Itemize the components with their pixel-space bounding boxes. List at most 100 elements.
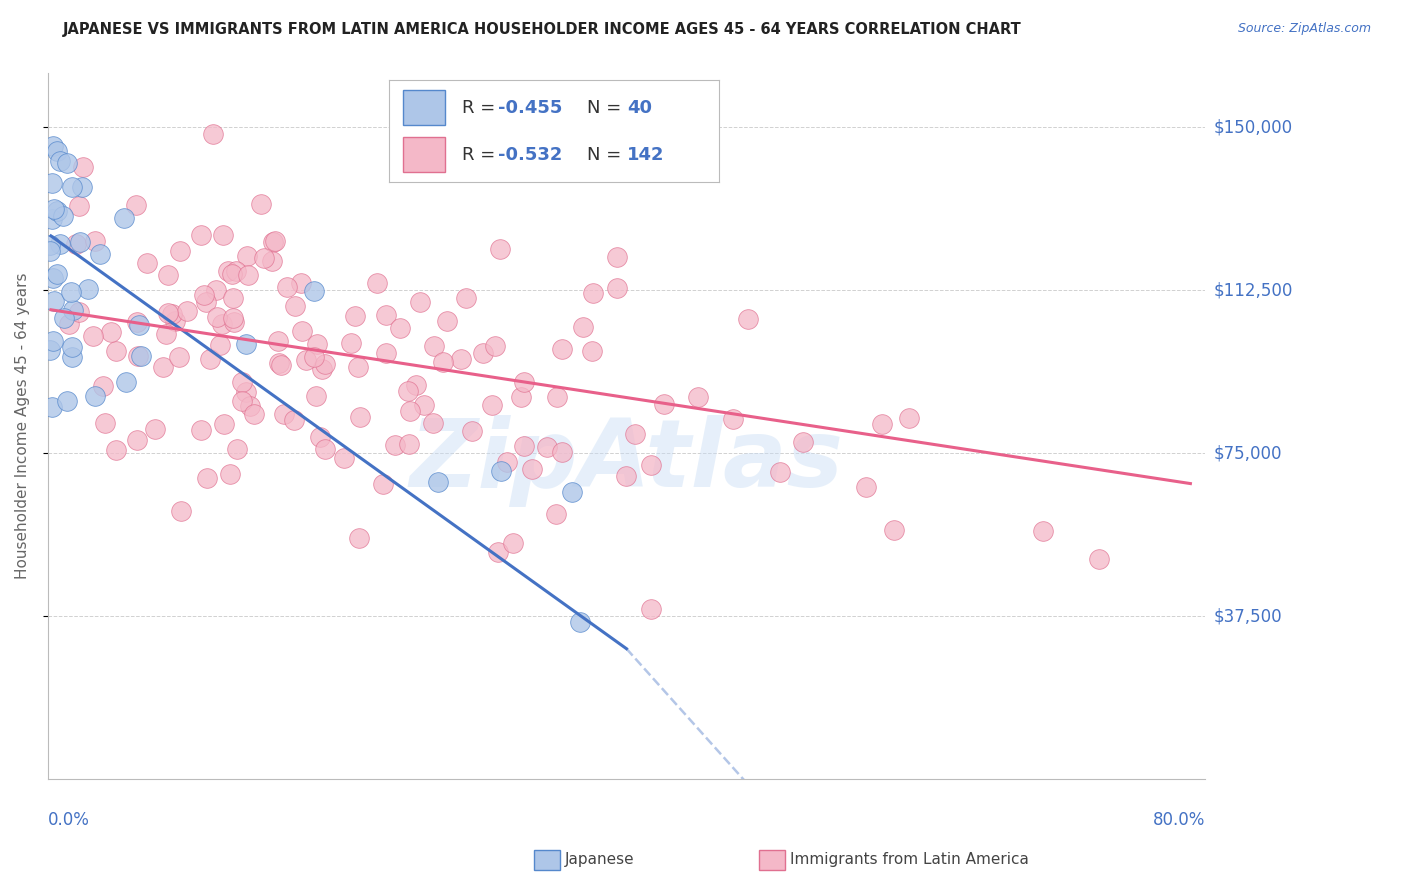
Point [366,277,388,291]
Point [624,426,647,441]
Point [67,304,90,318]
Point [72,160,94,174]
Point [792,435,814,450]
Point [513,439,536,453]
Point [551,342,574,356]
Point [471,346,494,360]
Point [112,211,135,225]
Point [276,279,298,293]
Point [128,318,150,333]
Point [422,339,444,353]
Point [235,385,257,400]
Point [253,251,276,265]
Point [38,238,60,252]
Point [69,235,91,249]
Point [49,154,72,169]
Point [38,343,60,358]
Point [62,303,84,318]
Point [396,384,419,399]
Point [143,422,166,436]
Point [60,341,83,355]
Point [160,307,183,321]
Point [432,355,454,369]
Point [769,466,792,480]
Point [606,280,628,294]
Point [495,455,517,469]
Point [58,317,80,331]
Point [488,243,510,257]
Point [170,504,193,518]
Point [83,389,105,403]
Point [267,334,290,348]
Point [314,442,336,456]
Point [409,294,432,309]
Point [46,267,69,281]
Text: JAPANESE VS IMMIGRANTS FROM LATIN AMERICA HOUSEHOLDER INCOME AGES 45 - 64 YEARS : JAPANESE VS IMMIGRANTS FROM LATIN AMERIC… [63,22,1022,37]
Point [273,408,295,422]
Point [461,424,484,438]
Point [569,615,592,629]
Point [481,398,503,412]
Point [56,155,79,169]
Point [640,602,662,616]
Point [46,203,69,218]
Point [236,268,259,282]
Point [72,180,94,194]
Point [129,350,152,364]
Text: Japanese: Japanese [565,853,636,867]
Point [456,291,478,305]
Point [222,291,245,305]
Text: $37,500: $37,500 [1213,607,1282,625]
Point [561,484,583,499]
Point [340,336,363,351]
Point [42,334,65,349]
Text: $112,500: $112,500 [1213,281,1292,299]
Point [125,315,148,329]
Point [205,310,228,324]
Point [898,411,921,425]
Point [581,343,603,358]
Point [520,461,543,475]
Point [198,352,221,367]
Point [60,285,83,300]
Point [163,314,186,328]
Text: 0.0%: 0.0% [48,811,90,829]
Point [41,211,63,226]
Point [412,398,434,412]
Point [222,315,245,329]
Point [264,234,287,248]
Point [384,438,406,452]
Point [571,320,593,334]
Point [94,416,117,430]
Point [167,350,190,364]
Point [83,234,105,248]
Point [250,196,273,211]
Point [405,378,427,392]
Point [235,337,257,351]
Point [194,294,217,309]
Point [347,359,370,374]
Point [450,159,472,173]
Point [311,362,333,376]
Point [870,417,893,431]
Point [721,412,744,426]
Point [737,311,759,326]
Point [136,256,159,270]
Point [65,236,87,251]
Text: $150,000: $150,000 [1213,119,1292,136]
Point [1032,524,1054,538]
Point [371,477,394,491]
Point [295,353,318,368]
Point [512,375,534,389]
Point [426,475,449,489]
Point [236,249,259,263]
Text: ZipAtlas: ZipAtlas [409,416,844,508]
Point [486,545,509,559]
Point [347,531,370,545]
Point [262,235,284,249]
Point [222,310,245,325]
Point [212,417,235,431]
Point [169,244,191,258]
Text: $75,000: $75,000 [1213,444,1282,462]
Point [284,299,307,313]
